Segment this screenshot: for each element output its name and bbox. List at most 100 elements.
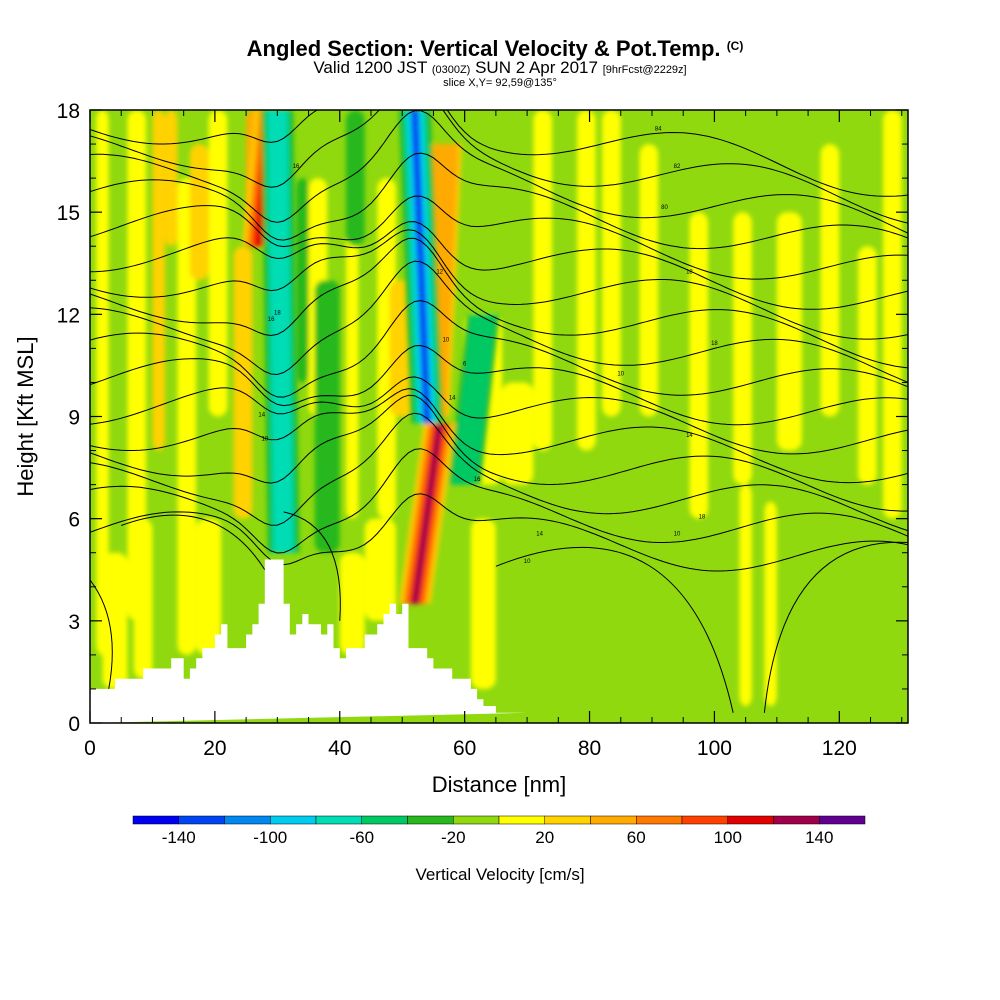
field-band: [189, 144, 209, 281]
theta-contours: [90, 110, 908, 713]
field-band: [689, 212, 709, 519]
colorbar-bin: [544, 815, 591, 825]
field-band: [377, 178, 396, 519]
y-tick-label: 3: [68, 611, 80, 634]
field-band: [177, 178, 197, 655]
colorbar-tick-label: 60: [627, 828, 646, 847]
theta-contour-line: [90, 110, 908, 234]
field-band: [233, 246, 253, 519]
chart-title-text: Angled Section: Vertical Velocity & Pot.…: [246, 36, 721, 61]
colorbar-bin: [498, 815, 545, 825]
field-band: [470, 518, 496, 689]
theta-contour-line: [283, 511, 341, 621]
field-band: [739, 484, 752, 706]
colorbar-bin: [224, 815, 271, 825]
colorbar-bin: [132, 815, 179, 825]
contour-labels: 1618161410612101416141010848280181814181…: [258, 126, 718, 565]
colorbar-tick-label: 140: [805, 828, 833, 847]
theta-contour-line: [90, 412, 908, 532]
field-band: [208, 110, 228, 417]
contour-label: 16: [268, 317, 275, 323]
field-band: [102, 552, 128, 689]
theta-contour-line: [90, 376, 908, 455]
colorbar-bin: [178, 815, 225, 825]
colorbar-bin: [270, 815, 317, 825]
contour-label: 10: [443, 338, 450, 344]
theta-contour-line: [763, 541, 908, 713]
theta-contour-line: [90, 221, 908, 310]
field-band: [339, 552, 365, 655]
x-tick-label: 0: [84, 737, 96, 760]
theta-contour-line: [90, 152, 908, 250]
field-band: [776, 212, 802, 451]
theta-contour-line: [121, 514, 266, 571]
y-tick-label: 9: [68, 407, 80, 430]
chart-subtitle: Valid 1200 JST (0300Z) SUN 2 Apr 2017 [9…: [0, 58, 1000, 78]
valid-utc: (0300Z): [431, 64, 471, 76]
x-tick-label: 40: [328, 737, 351, 760]
field-features: [242, 110, 500, 604]
y-tick-label: 12: [57, 304, 80, 327]
colorbar-bin: [407, 815, 454, 825]
contour-label: 10: [674, 532, 681, 538]
contour-label: 14: [258, 413, 265, 419]
colorbar-bin: [681, 815, 728, 825]
theta-contour-line: [90, 344, 908, 426]
theta-contour-line: [90, 493, 908, 572]
theta-contour-line: [90, 237, 908, 369]
field-band: [502, 382, 534, 485]
slice-info: slice X,Y= 92,59@135°: [443, 77, 557, 89]
colorbar-bin: [773, 815, 820, 825]
colorbar: -140 -100 -60 -20 20 60 100 140 Vertical Velocit…: [132, 815, 866, 884]
theta-contour-line: [90, 394, 908, 512]
contour-label: 10: [261, 436, 268, 442]
contour-label: 18: [711, 341, 718, 347]
x-tick-label: 120: [822, 737, 857, 760]
x-tick-label: 100: [697, 737, 732, 760]
theta-contour-line: [90, 260, 908, 383]
theta-contour-line: [90, 579, 113, 690]
contour-label: 18: [274, 310, 281, 316]
colorbar-tick-label: -20: [441, 828, 466, 847]
field-band: [733, 212, 752, 485]
contour-label: 18: [686, 269, 693, 275]
field-band: [127, 110, 147, 621]
contour-label: 12: [436, 269, 443, 275]
contour-label: 10: [524, 559, 531, 565]
colorbar-bin: [315, 815, 362, 825]
updraft: [411, 423, 443, 604]
theta-contour-line: [90, 110, 908, 197]
contour-label: 6: [463, 361, 467, 367]
colorbar-bin: [361, 815, 408, 825]
colorbar-bin: [727, 815, 774, 825]
field-band: [602, 110, 621, 417]
downdraft: [411, 110, 431, 424]
field-band: [133, 518, 153, 679]
chart-title-units: (C): [726, 39, 744, 53]
contour-label: 82: [674, 164, 681, 170]
field-band: [314, 280, 340, 553]
theta-contour-line: [495, 546, 734, 713]
x-tick-label: 60: [453, 737, 476, 760]
theta-contour-line: [90, 388, 908, 484]
contour-label: 10: [617, 372, 624, 378]
field-band: [364, 518, 396, 621]
field-band: [764, 501, 777, 706]
field-band: [858, 246, 877, 485]
field-band: [164, 110, 178, 247]
field-band: [296, 178, 309, 383]
field-band: [152, 110, 165, 451]
theta-contour-line: [90, 448, 908, 554]
forecast-info: [9hrFcst@2229z]: [602, 64, 687, 76]
field-band: [533, 110, 553, 451]
colorbar-bin: [819, 815, 866, 825]
contour-label: 16: [474, 477, 481, 483]
x-axis-label: Distance [nm]: [432, 772, 567, 797]
field-band: [346, 212, 359, 519]
theta-contour-line: [90, 229, 908, 340]
contour-label: 18: [699, 515, 706, 521]
axes: 0 20 40 60 80 100 120 0 3 6 9 12 15 18 Distance [nm] He…: [13, 100, 909, 797]
colorbar-tick-label: 100: [714, 828, 742, 847]
downdraft: [267, 110, 294, 553]
